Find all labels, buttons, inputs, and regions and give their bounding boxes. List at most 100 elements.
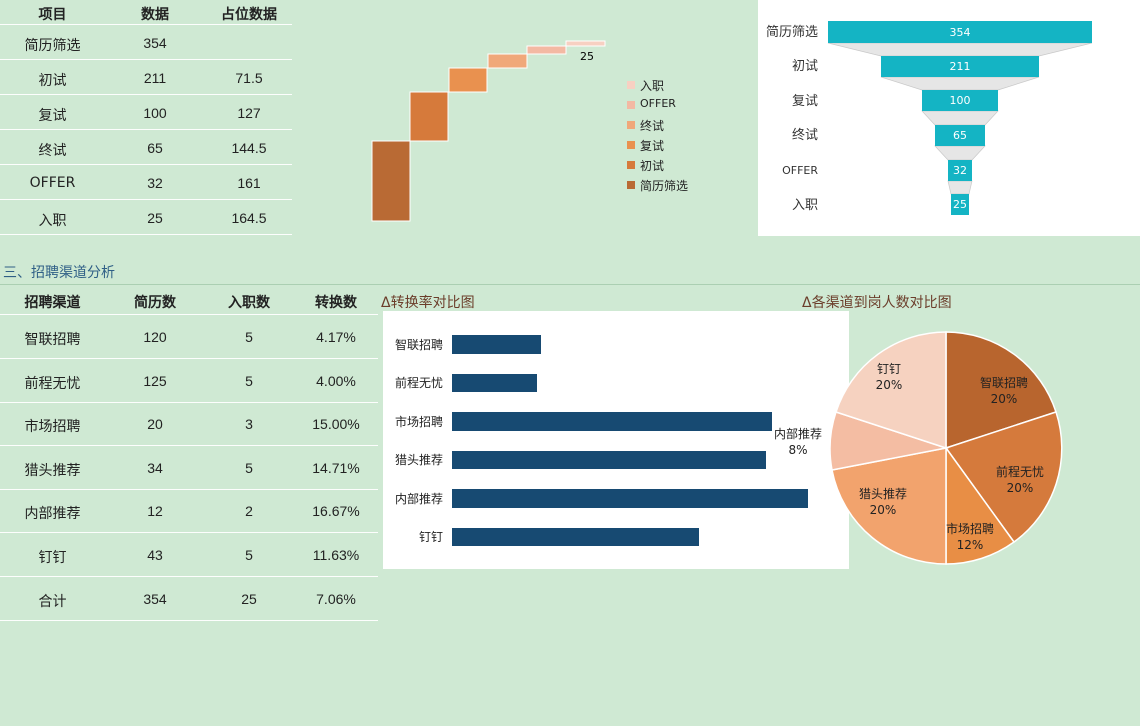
table-cell: 入职 (38, 213, 67, 229)
table-cell: 25 (241, 591, 257, 607)
table-cell: 144.5 (231, 140, 267, 156)
step-bar-offer (526, 45, 567, 55)
table-cell: 猎头推荐 (24, 463, 81, 479)
table-cell: 5 (245, 547, 253, 563)
funnel-chart-panel: 354 211 100 65 32 25 简历筛选 初试 复试 终试 OFFER… (758, 0, 1140, 236)
table-cell: 4.17% (316, 329, 356, 345)
legend-label: 终试 (640, 119, 665, 133)
legend-label: 入职 (640, 79, 665, 93)
legend-swatch (627, 141, 635, 149)
col-header-placeholder: 占位数据 (221, 7, 277, 23)
table-cell: 5 (245, 329, 253, 345)
funnel-bar-onboard (951, 194, 969, 215)
funnel-bar-final-interview (935, 125, 985, 146)
funnel-category-label: OFFER (782, 164, 818, 177)
col-header-conversion: 转换数 (315, 295, 357, 311)
conversion-bar-dingding (452, 528, 699, 546)
table-cell: 5 (245, 460, 253, 476)
col-header-channel: 招聘渠道 (24, 295, 81, 311)
table-cell: 127 (237, 105, 261, 121)
step-data-label: 25 (580, 50, 594, 63)
table-cell: 125 (143, 373, 167, 389)
funnel-bar-offer (948, 160, 972, 181)
funnel-bar-screening (828, 21, 1092, 43)
table-cell: 15.00% (312, 416, 360, 432)
pie-slice-headhunter (831, 447, 947, 565)
funnel-value-label: 354 (950, 26, 971, 39)
legend-swatch (627, 101, 635, 109)
table-cell: 3 (245, 416, 253, 432)
step-bar-second-interview (448, 67, 488, 93)
channel-pie-chart: 智联招聘 20% 前程无忧 20% 市场招聘 12% 猎头推荐 20% 内部推荐… (774, 331, 1063, 565)
table-cell: 终试 (38, 143, 67, 159)
legend-label: 简历筛选 (640, 179, 689, 193)
table-cell: 4.00% (316, 373, 356, 389)
pie-slice-zhilian (945, 331, 1057, 450)
funnel-value-label: 100 (950, 94, 971, 107)
funnel-value-label: 65 (953, 129, 967, 142)
table-cell: 钉钉 (38, 550, 67, 566)
recruit-step-chart: 25 (371, 40, 606, 222)
conversion-bar-zhilian (452, 335, 541, 354)
col-header-data: 数据 (141, 7, 169, 23)
table-cell: 2 (245, 503, 253, 519)
table-cell: 16.67% (312, 503, 360, 519)
table-cell: 智联招聘 (24, 332, 81, 348)
conversion-category-label: 猎头推荐 (395, 453, 443, 467)
pie-percent: 12% (957, 538, 984, 552)
table-cell: 14.71% (312, 460, 360, 476)
table-cell: 25 (147, 210, 163, 226)
funnel-chart: 354 211 100 65 32 25 简历筛选 初试 复试 终试 OFFER… (766, 21, 1093, 215)
conversion-bar-qiancheng (452, 374, 537, 392)
table-cell: 内部推荐 (24, 506, 81, 522)
table-cell: 32 (147, 175, 163, 191)
table-cell: 71.5 (235, 70, 263, 86)
table-cell: OFFER (29, 175, 76, 191)
legend-label: 复试 (640, 139, 665, 153)
pie-slice-market (945, 445, 1016, 565)
table-cell: 65 (147, 140, 163, 156)
conversion-chart-panel: 智联招聘 前程无忧 市场招聘 猎头推荐 内部推荐 钉钉 (383, 311, 849, 569)
funnel-value-label: 25 (953, 198, 967, 211)
conversion-category-label: 智联招聘 (395, 337, 443, 352)
funnel-category-label: 简历筛选 (766, 24, 818, 40)
legend-label: 初试 (640, 159, 665, 173)
table-cell: 前程无忧 (24, 376, 81, 392)
table-cell: 20 (147, 416, 163, 432)
table-cell: 合计 (38, 594, 67, 610)
funnel-category-label: 入职 (792, 198, 818, 213)
table-cell: 市场招聘 (24, 419, 81, 435)
legend-swatch (627, 181, 635, 189)
table-cell: 初试 (38, 73, 67, 89)
pie-label: 智联招聘 (980, 375, 1028, 390)
pie-label: 前程无忧 (996, 464, 1044, 479)
funnel-category-label: 终试 (792, 127, 818, 143)
conversion-bar-referral (452, 489, 808, 508)
col-header-item: 项目 (38, 7, 67, 23)
conversion-bar-market (452, 412, 772, 431)
funnel-bar-second-interview (922, 90, 998, 111)
table-cell: 211 (143, 70, 167, 86)
table-cell: 100 (143, 105, 167, 121)
conversion-category-label: 内部推荐 (395, 491, 443, 506)
pie-percent: 20% (991, 392, 1018, 406)
funnel-category-label: 初试 (792, 59, 818, 74)
table-cell: 354 (143, 591, 167, 607)
table-cell: 43 (147, 547, 163, 563)
legend-label: OFFER (640, 97, 676, 110)
table-cell: 复试 (38, 108, 67, 124)
pie-label: 市场招聘 (946, 521, 994, 536)
conversion-bar-headhunter (452, 451, 766, 469)
pie-slice-qiancheng (944, 411, 1063, 544)
table-cell: 11.63% (312, 547, 360, 563)
pie-percent: 20% (876, 378, 903, 392)
funnel-value-label: 211 (950, 60, 971, 73)
legend-swatch (627, 121, 635, 129)
table-cell: 164.5 (231, 210, 267, 226)
pie-percent: 8% (788, 443, 807, 457)
conversion-bar-chart: 智联招聘 前程无忧 市场招聘 猎头推荐 内部推荐 钉钉 (395, 335, 808, 546)
conversion-category-label: 市场招聘 (395, 414, 443, 429)
conversion-category-label: 前程无忧 (395, 375, 443, 390)
pie-percent: 20% (1007, 481, 1034, 495)
pie-label: 内部推荐 (774, 426, 822, 441)
